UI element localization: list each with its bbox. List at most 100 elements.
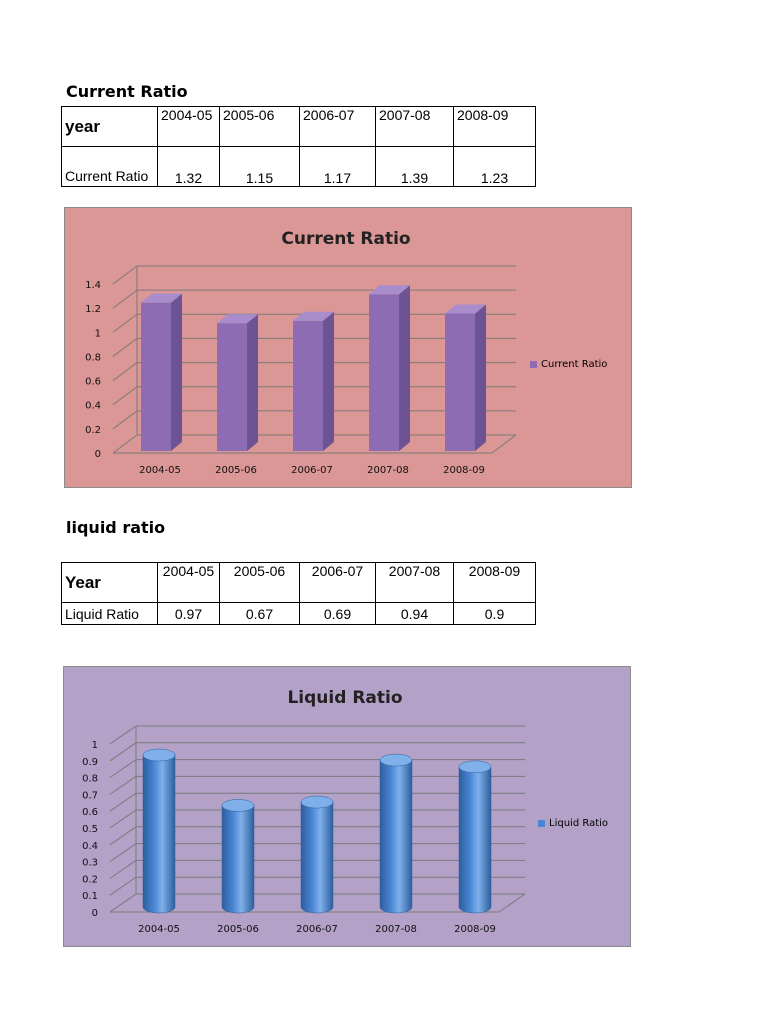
x-category-label: 2007-08 — [367, 465, 409, 476]
x-category-label: 2005-06 — [215, 465, 257, 476]
chart-title: Current Ratio — [281, 229, 410, 249]
y-tick-label: 0.3 — [82, 858, 98, 869]
x-category-label: 2007-08 — [375, 924, 417, 935]
current-ratio-chart: Current Ratio 0 0.2 0.4 0.6 0.8 1 1.2 1.4 2004-05… — [64, 207, 632, 488]
x-category-label: 2008-09 — [443, 465, 485, 476]
y-tick-label: 0.5 — [82, 824, 98, 835]
bar — [221, 805, 255, 914]
y-tick-label: 0.4 — [82, 841, 98, 852]
table-header-label: year — [61, 106, 158, 147]
table-year-cell: 2008-09 — [453, 562, 536, 603]
table-row-label: Liquid Ratio — [61, 602, 158, 625]
bar — [293, 320, 323, 451]
gridline — [112, 313, 138, 333]
chart-plot-svg: Current Ratio 0 0.2 0.4 0.6 0.8 1 1.2 1.4 2004-05… — [85, 229, 517, 476]
bar-top — [445, 304, 486, 314]
bar-top — [458, 760, 492, 774]
bar — [379, 759, 413, 914]
table-year-cell: 2004-05 — [157, 562, 220, 603]
bar — [142, 754, 176, 914]
table-header-label: Year — [61, 562, 158, 603]
y-tick-label: 0.2 — [85, 425, 101, 436]
liquid-ratio-table: Year 2004-05 2005-06 2006-07 2007-08 200… — [61, 562, 536, 625]
gridline — [109, 792, 137, 812]
gridline — [109, 759, 137, 779]
gridline — [109, 893, 137, 913]
y-tick-label: 0.6 — [82, 807, 98, 818]
y-tick-label: 0.9 — [82, 757, 98, 768]
gridline — [109, 826, 137, 846]
bar — [458, 766, 492, 914]
floor-edge — [498, 893, 526, 913]
table-header-row: year 2004-05 2005-06 2006-07 2007-08 200… — [61, 106, 536, 147]
table-value-cell: 1.32 — [157, 146, 220, 187]
y-tick-label: 0.2 — [82, 874, 98, 885]
gridline — [112, 410, 138, 430]
y-tick-label: 1 — [95, 328, 101, 339]
gridline — [112, 289, 138, 309]
bar-side — [247, 314, 258, 451]
gridline — [112, 386, 138, 406]
table-value-cell: 1.15 — [219, 146, 300, 187]
current-ratio-heading: Current Ratio — [66, 82, 188, 101]
y-tick-label: 0.8 — [82, 774, 98, 785]
bar-top — [217, 314, 258, 324]
table-row: Liquid Ratio 0.97 0.67 0.69 0.94 0.9 — [61, 602, 536, 625]
x-category-label: 2006-07 — [296, 924, 338, 935]
table-value-cell: 0.69 — [299, 602, 376, 625]
table-year-cell: 2005-06 — [219, 106, 300, 147]
table-row-label: Current Ratio — [61, 146, 158, 187]
gridline — [109, 809, 137, 829]
table-year-cell: 2005-06 — [219, 562, 300, 603]
bar-side — [171, 293, 182, 451]
gridline — [112, 338, 138, 357]
table-row: Current Ratio 1.32 1.15 1.17 1.39 1.23 — [61, 146, 536, 187]
y-tick-label: 0.4 — [85, 401, 101, 412]
liquid-ratio-heading: liquid ratio — [66, 518, 166, 537]
bar-top — [369, 285, 410, 295]
bar-side — [399, 285, 410, 451]
bar — [445, 313, 475, 451]
y-tick-label: 1.4 — [85, 280, 101, 291]
floor-edge — [491, 434, 517, 454]
table-year-cell: 2004-05 — [157, 106, 220, 147]
table-value-cell: 0.9 — [453, 602, 536, 625]
y-tick-label: 0 — [92, 908, 98, 919]
x-category-label: 2005-06 — [217, 924, 259, 935]
gridline — [109, 742, 137, 762]
y-tick-label: 0.1 — [82, 891, 98, 902]
table-year-cell: 2006-07 — [299, 562, 376, 603]
bar-top — [379, 753, 413, 767]
gridline — [109, 775, 137, 795]
current-ratio-table: year 2004-05 2005-06 2006-07 2007-08 200… — [61, 106, 536, 187]
y-tick-label: 0.7 — [82, 790, 98, 801]
chart-title: Liquid Ratio — [287, 688, 402, 708]
table-year-cell: 2007-08 — [375, 106, 454, 147]
gridline — [109, 859, 137, 879]
bar — [369, 294, 399, 451]
liquid-ratio-chart: Liquid Ratio 0 0.1 0.2 0.3 0.4 0.5 0.6 0.7 0.8 0.9… — [63, 666, 631, 947]
gridline — [112, 362, 138, 381]
table-header-row: Year 2004-05 2005-06 2006-07 2007-08 200… — [61, 562, 536, 603]
bar-side — [475, 304, 486, 451]
bar-top — [221, 799, 255, 812]
gridline — [109, 876, 137, 896]
bar-top — [142, 748, 176, 762]
bar-top — [300, 795, 334, 809]
gridline — [109, 843, 137, 863]
y-tick-label: 0.6 — [85, 377, 101, 388]
gridline — [112, 265, 138, 285]
table-year-cell: 2006-07 — [299, 106, 376, 147]
gridline — [112, 434, 138, 454]
legend-label: Liquid Ratio — [549, 818, 609, 829]
legend-label: Current Ratio — [541, 359, 608, 370]
legend-swatch — [530, 361, 537, 368]
chart-plot-svg: Liquid Ratio 0 0.1 0.2 0.3 0.4 0.5 0.6 0.7 0.8 0.9… — [82, 688, 526, 935]
gridline — [109, 725, 137, 745]
x-category-label: 2008-09 — [454, 924, 496, 935]
bar-top — [141, 293, 182, 303]
legend-swatch — [538, 820, 545, 827]
bar-side — [323, 311, 334, 451]
y-tick-label: 0.8 — [85, 352, 101, 363]
chart-legend: Current Ratio — [530, 359, 607, 370]
